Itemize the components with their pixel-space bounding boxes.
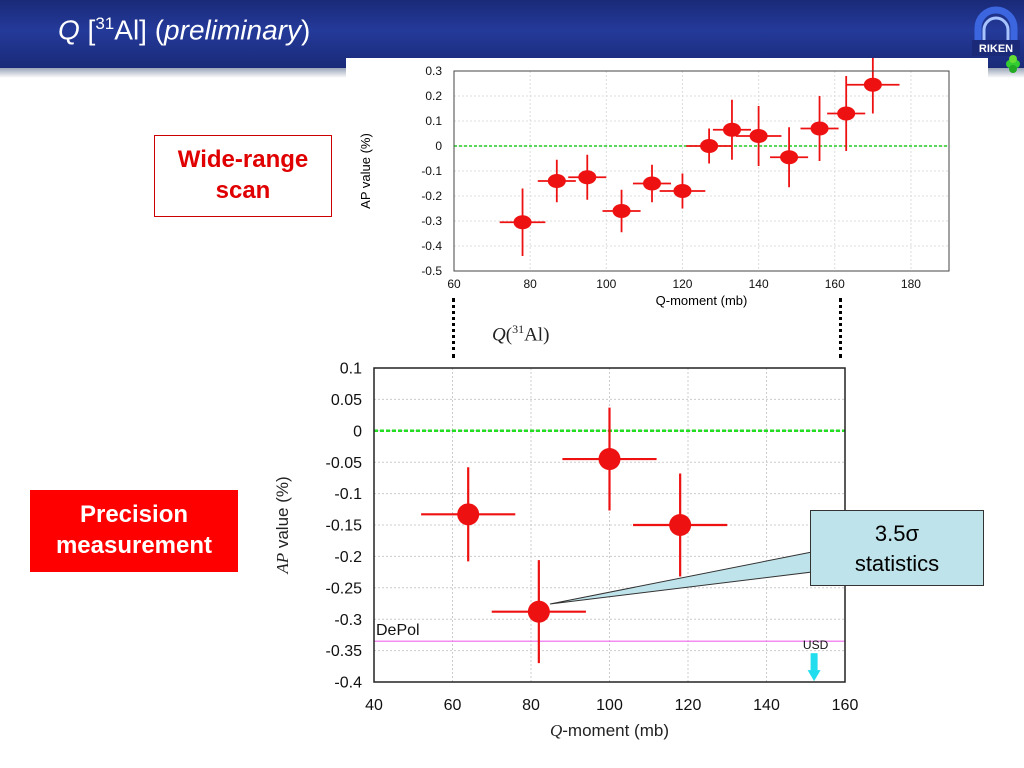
bottom-y-tick-labels: 0.1 0.05 0 -0.05 -0.1 -0.15 -0.2 -0.25 -0.3 -0.35… <box>326 361 363 692</box>
prec-label-line2: measurement <box>55 532 213 559</box>
bottom-x-tick-labels: 40 60 80 100 120 140 160 <box>365 697 858 714</box>
data-point <box>669 514 692 536</box>
y-tick-label: -0.25 <box>326 580 363 597</box>
y-tick-label: -0.1 <box>334 486 362 503</box>
data-point <box>810 121 829 136</box>
y-tick-label: -0.15 <box>326 518 363 535</box>
top-x-tick-labels: 60 80 100 120 140 160 180 <box>447 277 921 291</box>
title-mass-number: 31 <box>95 14 115 33</box>
usd-arrow-shaft <box>810 653 818 672</box>
q-label-q: Q <box>492 324 506 346</box>
statistics-callout: 3.5σ statistics <box>810 510 984 586</box>
x-tick-label: 80 <box>522 697 540 714</box>
x-tick-label: 40 <box>365 697 383 714</box>
data-point <box>722 122 741 137</box>
y-tick-label: 0.05 <box>331 392 362 409</box>
y-tick-label: -0.5 <box>421 264 442 278</box>
data-point <box>837 106 856 121</box>
data-point <box>780 150 799 165</box>
y-tick-label: -0.1 <box>421 164 442 178</box>
data-point <box>749 129 768 143</box>
q-label-element: Al) <box>524 324 550 346</box>
y-tick-label: -0.4 <box>421 239 442 253</box>
usd-marker: USD <box>803 638 829 682</box>
bottom-chart-points <box>421 407 728 664</box>
title-preliminary: preliminary <box>164 14 301 46</box>
data-point <box>513 215 532 230</box>
depol-label: DePol <box>376 622 420 639</box>
q-label-mass: 31 <box>512 322 525 336</box>
precision-measurement-chart: DePol USD 0.1 0.05 0 -0.05 -0.1 -0.15 -0.2 -0.2… <box>273 361 858 740</box>
data-point <box>457 503 480 526</box>
y-tick-label: -0.05 <box>326 455 363 472</box>
data-point <box>612 204 631 218</box>
data-point <box>673 184 692 198</box>
y-tick-label: -0.3 <box>334 612 362 629</box>
q-al31-label: Q(31Al) <box>492 322 550 346</box>
precision-measurement-label: Precision measurement <box>30 490 238 572</box>
x-tick-label: 100 <box>596 697 623 714</box>
y-tick-label: 0 <box>435 139 442 153</box>
usd-label: USD <box>803 638 829 652</box>
x-tick-label: 60 <box>447 277 461 291</box>
prec-label-line1: Precision <box>79 501 189 528</box>
top-chart-frame <box>453 70 950 272</box>
y-tick-label: -0.4 <box>334 675 362 692</box>
data-point <box>643 176 661 191</box>
x-tick-label: 160 <box>832 697 859 714</box>
usd-arrow-head <box>807 670 821 682</box>
top-y-tick-labels: 0.3 0.2 0.1 0 -0.1 -0.2 -0.3 -0.4 -0.5 <box>421 64 442 278</box>
data-point <box>527 600 550 623</box>
x-tick-label: 160 <box>825 277 845 291</box>
title-bracket: [ <box>79 14 96 46</box>
slide-title: Q [31Al] (preliminary) <box>58 14 310 46</box>
y-tick-label: -0.3 <box>421 214 442 228</box>
x-tick-label: 120 <box>675 697 702 714</box>
x-tick-label: 100 <box>596 277 616 291</box>
bottom-x-axis-label: Q-moment (mb) <box>550 721 669 740</box>
left-range-marker <box>452 298 455 358</box>
data-point <box>598 448 621 471</box>
top-y-axis-label: AP value (%) <box>358 133 373 209</box>
bottom-y-axis-label: AP value (%) <box>273 476 292 574</box>
x-tick-label: 60 <box>444 697 462 714</box>
x-tick-label: 140 <box>749 277 769 291</box>
y-tick-label: 0.1 <box>425 114 442 128</box>
title-element: Al] ( <box>114 14 165 46</box>
title-bar <box>0 0 1024 68</box>
x-tick-label: 180 <box>901 277 921 291</box>
y-tick-label: 0 <box>353 423 362 440</box>
riken-logo-icon: RIKEN <box>972 6 1020 73</box>
callout-line2: statistics <box>854 551 940 576</box>
y-tick-label: -0.2 <box>334 549 362 566</box>
title-q: Q <box>58 14 80 46</box>
top-chart-points <box>499 58 900 256</box>
y-tick-label: -0.2 <box>421 189 442 203</box>
data-point <box>547 174 566 188</box>
wide-range-scan-label: Wide-range scan <box>154 135 332 217</box>
y-tick-label: 0.1 <box>340 361 362 378</box>
wide-label-line2: scan <box>215 177 271 204</box>
x-tick-label: 80 <box>523 277 537 291</box>
y-tick-label: 0.3 <box>425 64 442 78</box>
data-point <box>578 170 597 185</box>
title-close: ) <box>300 14 311 46</box>
wide-label-line1: Wide-range <box>177 146 309 173</box>
callout-line1: 3.5σ <box>874 521 920 546</box>
right-range-marker <box>839 298 842 358</box>
x-tick-label: 140 <box>753 697 780 714</box>
y-tick-label: 0.2 <box>425 89 442 103</box>
wide-range-scan-chart: 0.3 0.2 0.1 0 -0.1 -0.2 -0.3 -0.4 -0.5 60 80 100 12… <box>346 58 988 310</box>
data-point <box>700 139 719 153</box>
data-point <box>863 77 882 92</box>
top-x-axis-label: Q-moment (mb) <box>656 293 748 308</box>
x-tick-label: 120 <box>672 277 692 291</box>
riken-logo-text: RIKEN <box>979 43 1013 55</box>
y-tick-label: -0.35 <box>326 643 363 660</box>
